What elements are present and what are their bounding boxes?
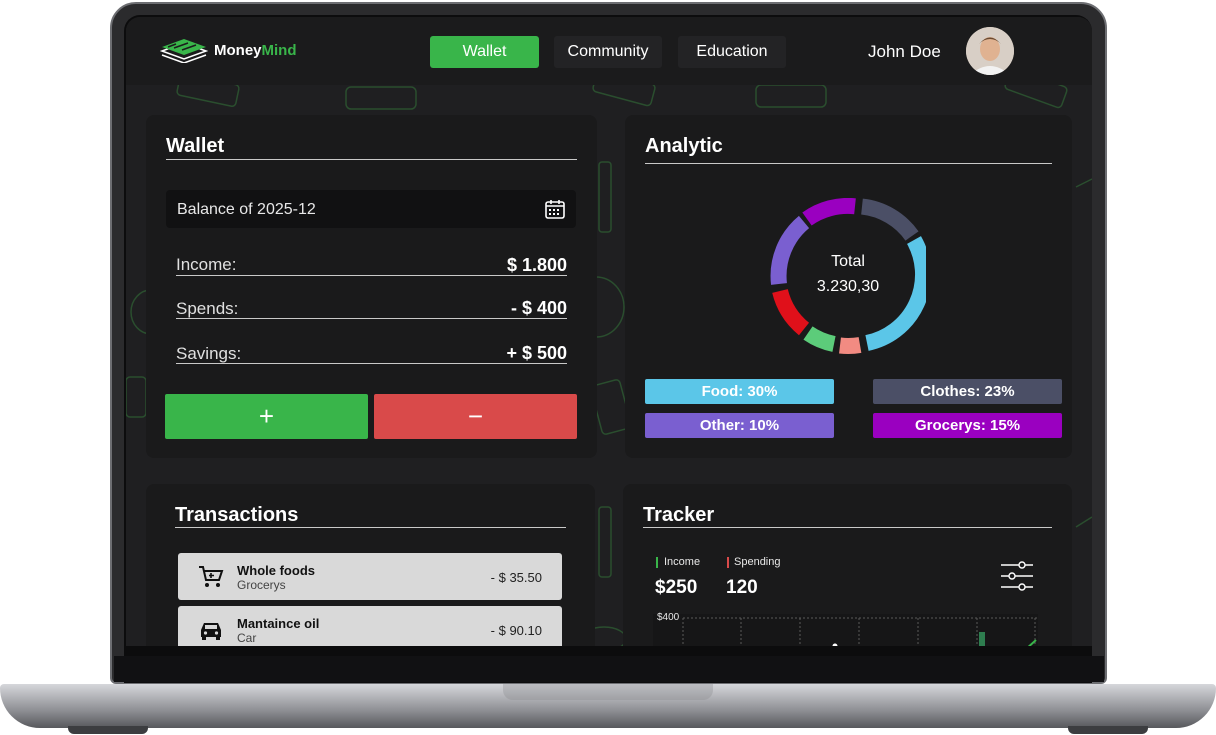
user-name[interactable]: John Doe: [868, 42, 941, 61]
top-nav: MoneyMind Wallet Community Education Joh…: [126, 17, 1092, 85]
balance-label: Balance of 2025-12: [177, 201, 316, 218]
cart-icon: [199, 566, 224, 587]
spending-total: 120: [726, 577, 758, 598]
legend-other[interactable]: Other: 10%: [645, 413, 834, 438]
donut-segment-green[interactable]: [803, 326, 836, 352]
tracker-title: Tracker: [643, 504, 715, 526]
income-line: [1027, 639, 1037, 646]
transaction-row[interactable]: Mantaince oil Car - $ 90.10: [178, 606, 562, 646]
donut-segment-grocerys[interactable]: [802, 198, 856, 226]
brand-logo[interactable]: MoneyMind: [160, 37, 297, 63]
brand-suffix: Mind: [261, 41, 297, 59]
tracker-title-rule: [643, 527, 1052, 528]
donut-total-value: 3.230,30: [816, 278, 880, 295]
legend-clothes[interactable]: Clothes: 23%: [873, 379, 1062, 404]
transaction-amount: - $ 35.50: [490, 570, 542, 585]
screen-chin: [114, 656, 1104, 682]
tab-wallet[interactable]: Wallet: [430, 36, 539, 68]
legend-food[interactable]: Food: 30%: [645, 379, 834, 404]
income-label: Income:: [176, 255, 237, 274]
transactions-title-rule: [175, 527, 566, 528]
car-icon: [201, 623, 221, 640]
savings-rule: [176, 363, 567, 364]
donut-segment-other[interactable]: [770, 215, 810, 285]
tracker-card: Tracker Income Spending $250 120: [623, 484, 1072, 646]
transaction-row[interactable]: Whole foods Grocerys - $ 35.50: [178, 553, 562, 600]
analytic-title-rule: [645, 163, 1052, 164]
tracker-bar: [979, 632, 985, 646]
transactions-card: Transactions Whole foods Grocerys - $ 35…: [146, 484, 595, 646]
tracker-chart: [653, 614, 1038, 646]
savings-value: + $ 500: [506, 343, 567, 363]
spends-rule: [176, 318, 567, 319]
analytic-title: Analytic: [645, 135, 723, 157]
transaction-amount: - $ 90.10: [490, 623, 542, 638]
wallet-title-rule: [166, 159, 577, 160]
laptop-foot-left: [68, 726, 148, 734]
remove-transaction-button[interactable]: −: [374, 394, 577, 439]
add-transaction-button[interactable]: +: [165, 394, 368, 439]
brand-prefix: Money: [214, 41, 262, 59]
tracker-point: [832, 643, 838, 646]
transaction-category: Car: [237, 631, 257, 645]
income-rule: [176, 275, 567, 276]
tab-community[interactable]: Community: [554, 36, 662, 68]
laptop-foot-right: [1068, 726, 1148, 734]
income-value: $ 1.800: [506, 255, 567, 275]
donut-chart: [770, 198, 926, 354]
spends-label: Spends:: [176, 299, 239, 318]
transaction-name: Mantaince oil: [237, 616, 320, 631]
money-stack-icon: [160, 39, 208, 63]
wallet-title: Wallet: [166, 135, 225, 157]
wallet-card: Wallet Balance of 2025-12 Income: $ 1.80…: [146, 115, 597, 458]
calendar-icon[interactable]: [544, 198, 566, 220]
donut-segment-red[interactable]: [772, 288, 810, 336]
income-legend-label: Income: [664, 556, 701, 568]
spending-legend-label: Spending: [734, 556, 781, 568]
savings-label: Savings:: [176, 344, 242, 363]
transactions-title: Transactions: [175, 504, 299, 526]
donut-segment-food[interactable]: [865, 236, 926, 351]
spending-legend-marker: [727, 557, 729, 568]
donut-segment-clothes[interactable]: [860, 198, 919, 241]
filter-sliders-icon[interactable]: [1000, 561, 1034, 591]
transaction-category: Grocerys: [237, 578, 286, 592]
donut-segment-salmon[interactable]: [839, 337, 862, 354]
laptop-notch: [503, 684, 713, 700]
income-total: $250: [655, 577, 698, 598]
brand-name: MoneyMind: [214, 42, 297, 59]
legend-grocerys[interactable]: Grocerys: 15%: [873, 413, 1062, 438]
income-legend-marker: [656, 557, 658, 568]
balance-period-picker[interactable]: Balance of 2025-12: [166, 190, 576, 228]
spends-value: - $ 400: [510, 298, 567, 318]
tab-education[interactable]: Education: [678, 36, 786, 68]
analytic-card: Analytic Total 3.230,30 Food: 30% Clothe…: [625, 115, 1072, 458]
donut-total-label: Total: [831, 253, 865, 270]
y-axis-tick: $400: [657, 612, 680, 623]
user-photo: [966, 27, 1014, 75]
app-screen: MoneyMind Wallet Community Education Joh…: [126, 17, 1092, 646]
avatar[interactable]: [966, 27, 1014, 75]
transaction-name: Whole foods: [237, 563, 315, 578]
